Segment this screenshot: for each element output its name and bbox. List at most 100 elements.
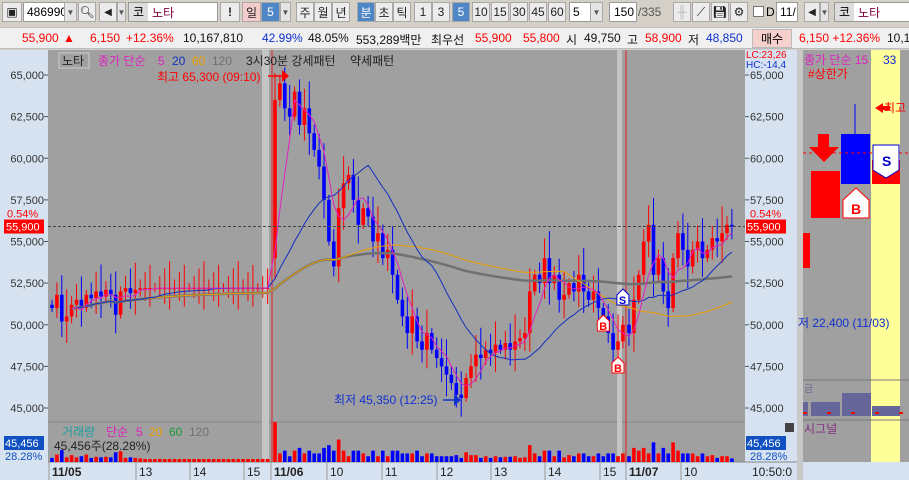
period-day-button[interactable]: 일 xyxy=(242,2,261,22)
period-dropdown-icon[interactable]: ▼ xyxy=(280,2,291,22)
minute-option-1[interactable]: 1 xyxy=(414,2,432,22)
right-stock-name-field[interactable]: 코 노타 xyxy=(834,2,909,22)
period-month-button[interactable]: 월 xyxy=(314,2,332,22)
speaker-dropdown-icon[interactable]: ▼ xyxy=(117,2,126,22)
volume-bar xyxy=(113,452,118,462)
period-week-button[interactable]: 주 xyxy=(296,2,314,22)
gear-icon[interactable]: ⚙ xyxy=(730,2,748,22)
stock-name-field[interactable]: 코 노타 xyxy=(128,2,218,22)
minute-option-5[interactable]: 5 xyxy=(452,2,470,22)
buy-button[interactable]: 매수 xyxy=(752,29,792,48)
volume-legend-p20[interactable]: 20 xyxy=(149,425,163,439)
volume-bar xyxy=(361,453,365,462)
volume-bar xyxy=(50,457,54,462)
period-year-button[interactable]: 년 xyxy=(332,2,350,22)
signal-marker-B xyxy=(611,356,625,374)
code-dropdown-chevron-down-icon[interactable]: ▼ xyxy=(64,2,77,22)
candle xyxy=(94,291,98,299)
right-axis xyxy=(745,50,797,462)
volume-bar xyxy=(207,459,211,462)
d-checkbox[interactable] xyxy=(753,6,764,17)
volume-bar xyxy=(405,453,410,462)
layout-icon[interactable]: ▣ xyxy=(2,2,22,22)
volume-bar xyxy=(167,459,172,462)
count-dropdown-icon[interactable]: ▼ xyxy=(590,2,603,22)
bid-price: 55,800 xyxy=(523,31,560,45)
ma-legend-p120[interactable]: 120 xyxy=(212,54,232,68)
volume-legend-label[interactable]: 거래량 xyxy=(62,425,95,439)
candle xyxy=(351,174,356,200)
signal-marker-B xyxy=(596,314,610,332)
pattern-label[interactable]: 3시30분 강세패턴 xyxy=(246,54,336,68)
time-label: 10 xyxy=(684,465,698,479)
right-speaker-icon[interactable]: ◀ xyxy=(804,2,820,22)
candle xyxy=(523,333,527,339)
panel-splitter[interactable] xyxy=(797,50,803,480)
period-tick-button[interactable]: 틱 xyxy=(393,2,411,22)
volume-legend-p5[interactable]: 5 xyxy=(136,425,143,439)
low-label: 저 xyxy=(688,33,700,47)
open-label: 시 xyxy=(566,33,578,47)
y-tick-label-left: 57,500 xyxy=(10,195,44,207)
candle xyxy=(99,291,103,297)
change-pct: +12.36% xyxy=(126,31,174,45)
period-minute-button[interactable]: 분 xyxy=(357,2,375,22)
time-label: 15 xyxy=(603,465,617,479)
volume-bar xyxy=(508,456,512,462)
ma-legend-label[interactable]: 종가 단순 xyxy=(98,54,146,68)
minute-option-15[interactable]: 15 xyxy=(491,2,509,22)
volume-bar xyxy=(483,456,488,462)
line-add-icon[interactable]: ⟋ xyxy=(692,2,710,22)
ma-legend-p20[interactable]: 20 xyxy=(172,54,186,68)
weak-pattern-label[interactable]: 약세패턴 xyxy=(350,53,394,68)
volume-bar xyxy=(341,450,346,462)
volume-bar xyxy=(542,450,547,462)
volume-pct-right: 28.28% xyxy=(750,451,788,463)
candle xyxy=(637,274,641,300)
volume-legend-p120[interactable]: 120 xyxy=(189,425,209,439)
candle xyxy=(572,283,576,292)
save-icon[interactable]: 💾︎ xyxy=(711,2,729,22)
right-speaker-dropdown-icon[interactable]: ▼ xyxy=(820,2,829,22)
date-field[interactable]: 11/ xyxy=(776,2,798,22)
mini-signal-label: B xyxy=(851,201,861,217)
period-value[interactable]: 5 xyxy=(261,2,280,22)
period-second-button[interactable]: 초 xyxy=(375,2,393,22)
close-icon[interactable] xyxy=(785,423,794,432)
day-separator xyxy=(617,50,622,462)
candle xyxy=(581,274,586,292)
candle xyxy=(292,91,297,117)
search-icon[interactable]: 🔍︎ xyxy=(78,2,96,22)
volume-legend-type[interactable]: 단순 xyxy=(106,425,128,439)
candle-add-icon[interactable]: ╫ xyxy=(673,2,691,22)
stock-code-input[interactable]: 486990 xyxy=(23,2,67,22)
candle xyxy=(725,224,729,234)
up-arrow-icon: ▲ xyxy=(63,31,75,45)
view-count-input[interactable]: 150 xyxy=(609,2,637,22)
alert-button[interactable]: ! xyxy=(220,2,240,22)
candle xyxy=(197,288,201,290)
current-price-box-left xyxy=(4,219,44,234)
volume-bar xyxy=(676,450,680,462)
candle xyxy=(503,343,508,350)
minute-option-10[interactable]: 10 xyxy=(472,2,490,22)
minute-option-60[interactable]: 60 xyxy=(548,2,566,22)
minute-option-3[interactable]: 3 xyxy=(432,2,450,22)
candle xyxy=(207,288,211,290)
ma-legend-p5[interactable]: 5 xyxy=(158,54,165,68)
volume-bar xyxy=(690,453,695,462)
volume-bar xyxy=(158,459,162,462)
y-tick-label-left: 60,000 xyxy=(10,153,44,165)
y-tick-label-left: 55,000 xyxy=(10,237,44,249)
candle xyxy=(192,288,196,290)
ma-legend-p60[interactable]: 60 xyxy=(192,54,206,68)
volume-legend-p60[interactable]: 60 xyxy=(169,425,183,439)
candle xyxy=(488,349,493,354)
candle xyxy=(479,354,483,359)
minute-option-30[interactable]: 30 xyxy=(510,2,528,22)
speaker-icon[interactable]: ◀ xyxy=(99,2,117,22)
minute-option-45[interactable]: 45 xyxy=(529,2,547,22)
volume-bar xyxy=(221,459,226,462)
candle xyxy=(138,288,142,290)
